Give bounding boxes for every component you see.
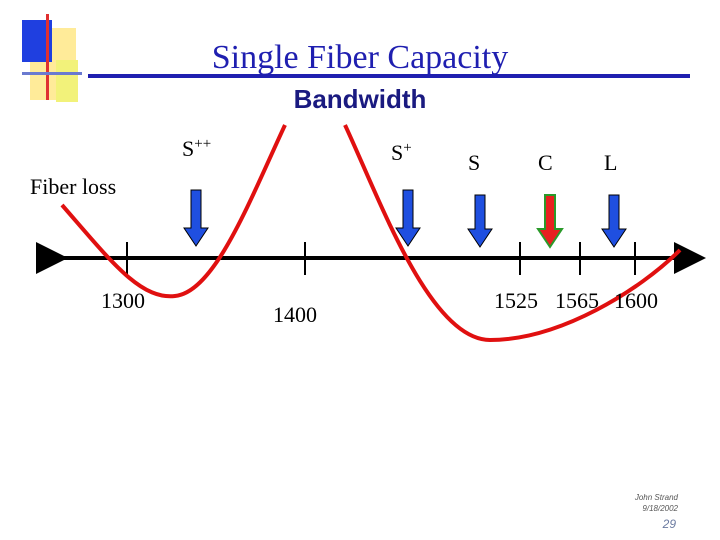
band-sup: + bbox=[403, 140, 411, 156]
band-labels: S++ S+S C L bbox=[182, 136, 617, 175]
band-label: L bbox=[604, 150, 617, 175]
title-rule bbox=[88, 74, 690, 78]
band-sup: ++ bbox=[194, 136, 211, 152]
wavelength-labels: 1300 1400 1525 1565 1600 bbox=[101, 288, 658, 327]
axis-ticks bbox=[126, 242, 636, 275]
band-base: L bbox=[604, 150, 617, 175]
band-arrows bbox=[183, 189, 627, 249]
logo bbox=[22, 14, 82, 102]
band-label: S++ bbox=[182, 136, 211, 161]
band-label: S bbox=[468, 150, 480, 175]
band-label: S+ bbox=[391, 140, 412, 165]
wavelength-label: 1600 bbox=[614, 288, 658, 313]
wavelength-label: 1400 bbox=[273, 302, 317, 327]
band-label: C bbox=[538, 150, 553, 175]
title: Single Fiber Capacity bbox=[212, 39, 509, 76]
band-base: S bbox=[182, 136, 194, 161]
loss-curve bbox=[60, 124, 287, 299]
loss-curve bbox=[343, 124, 682, 343]
band-base: S bbox=[391, 140, 403, 165]
wavelength-label: 1300 bbox=[101, 288, 145, 313]
page-number: 29 bbox=[662, 517, 677, 531]
band-base: S bbox=[468, 150, 480, 175]
wavelength-label: 1565 bbox=[555, 288, 599, 313]
curve-label: Fiber loss bbox=[30, 174, 116, 199]
date: 9/18/2002 bbox=[642, 504, 678, 513]
wavelength-label: 1525 bbox=[494, 288, 538, 313]
band-base: C bbox=[538, 150, 553, 175]
footer: John Strand 9/18/2002 29 bbox=[634, 493, 679, 531]
author: John Strand bbox=[634, 493, 679, 502]
subtitle: Bandwidth bbox=[294, 84, 427, 114]
